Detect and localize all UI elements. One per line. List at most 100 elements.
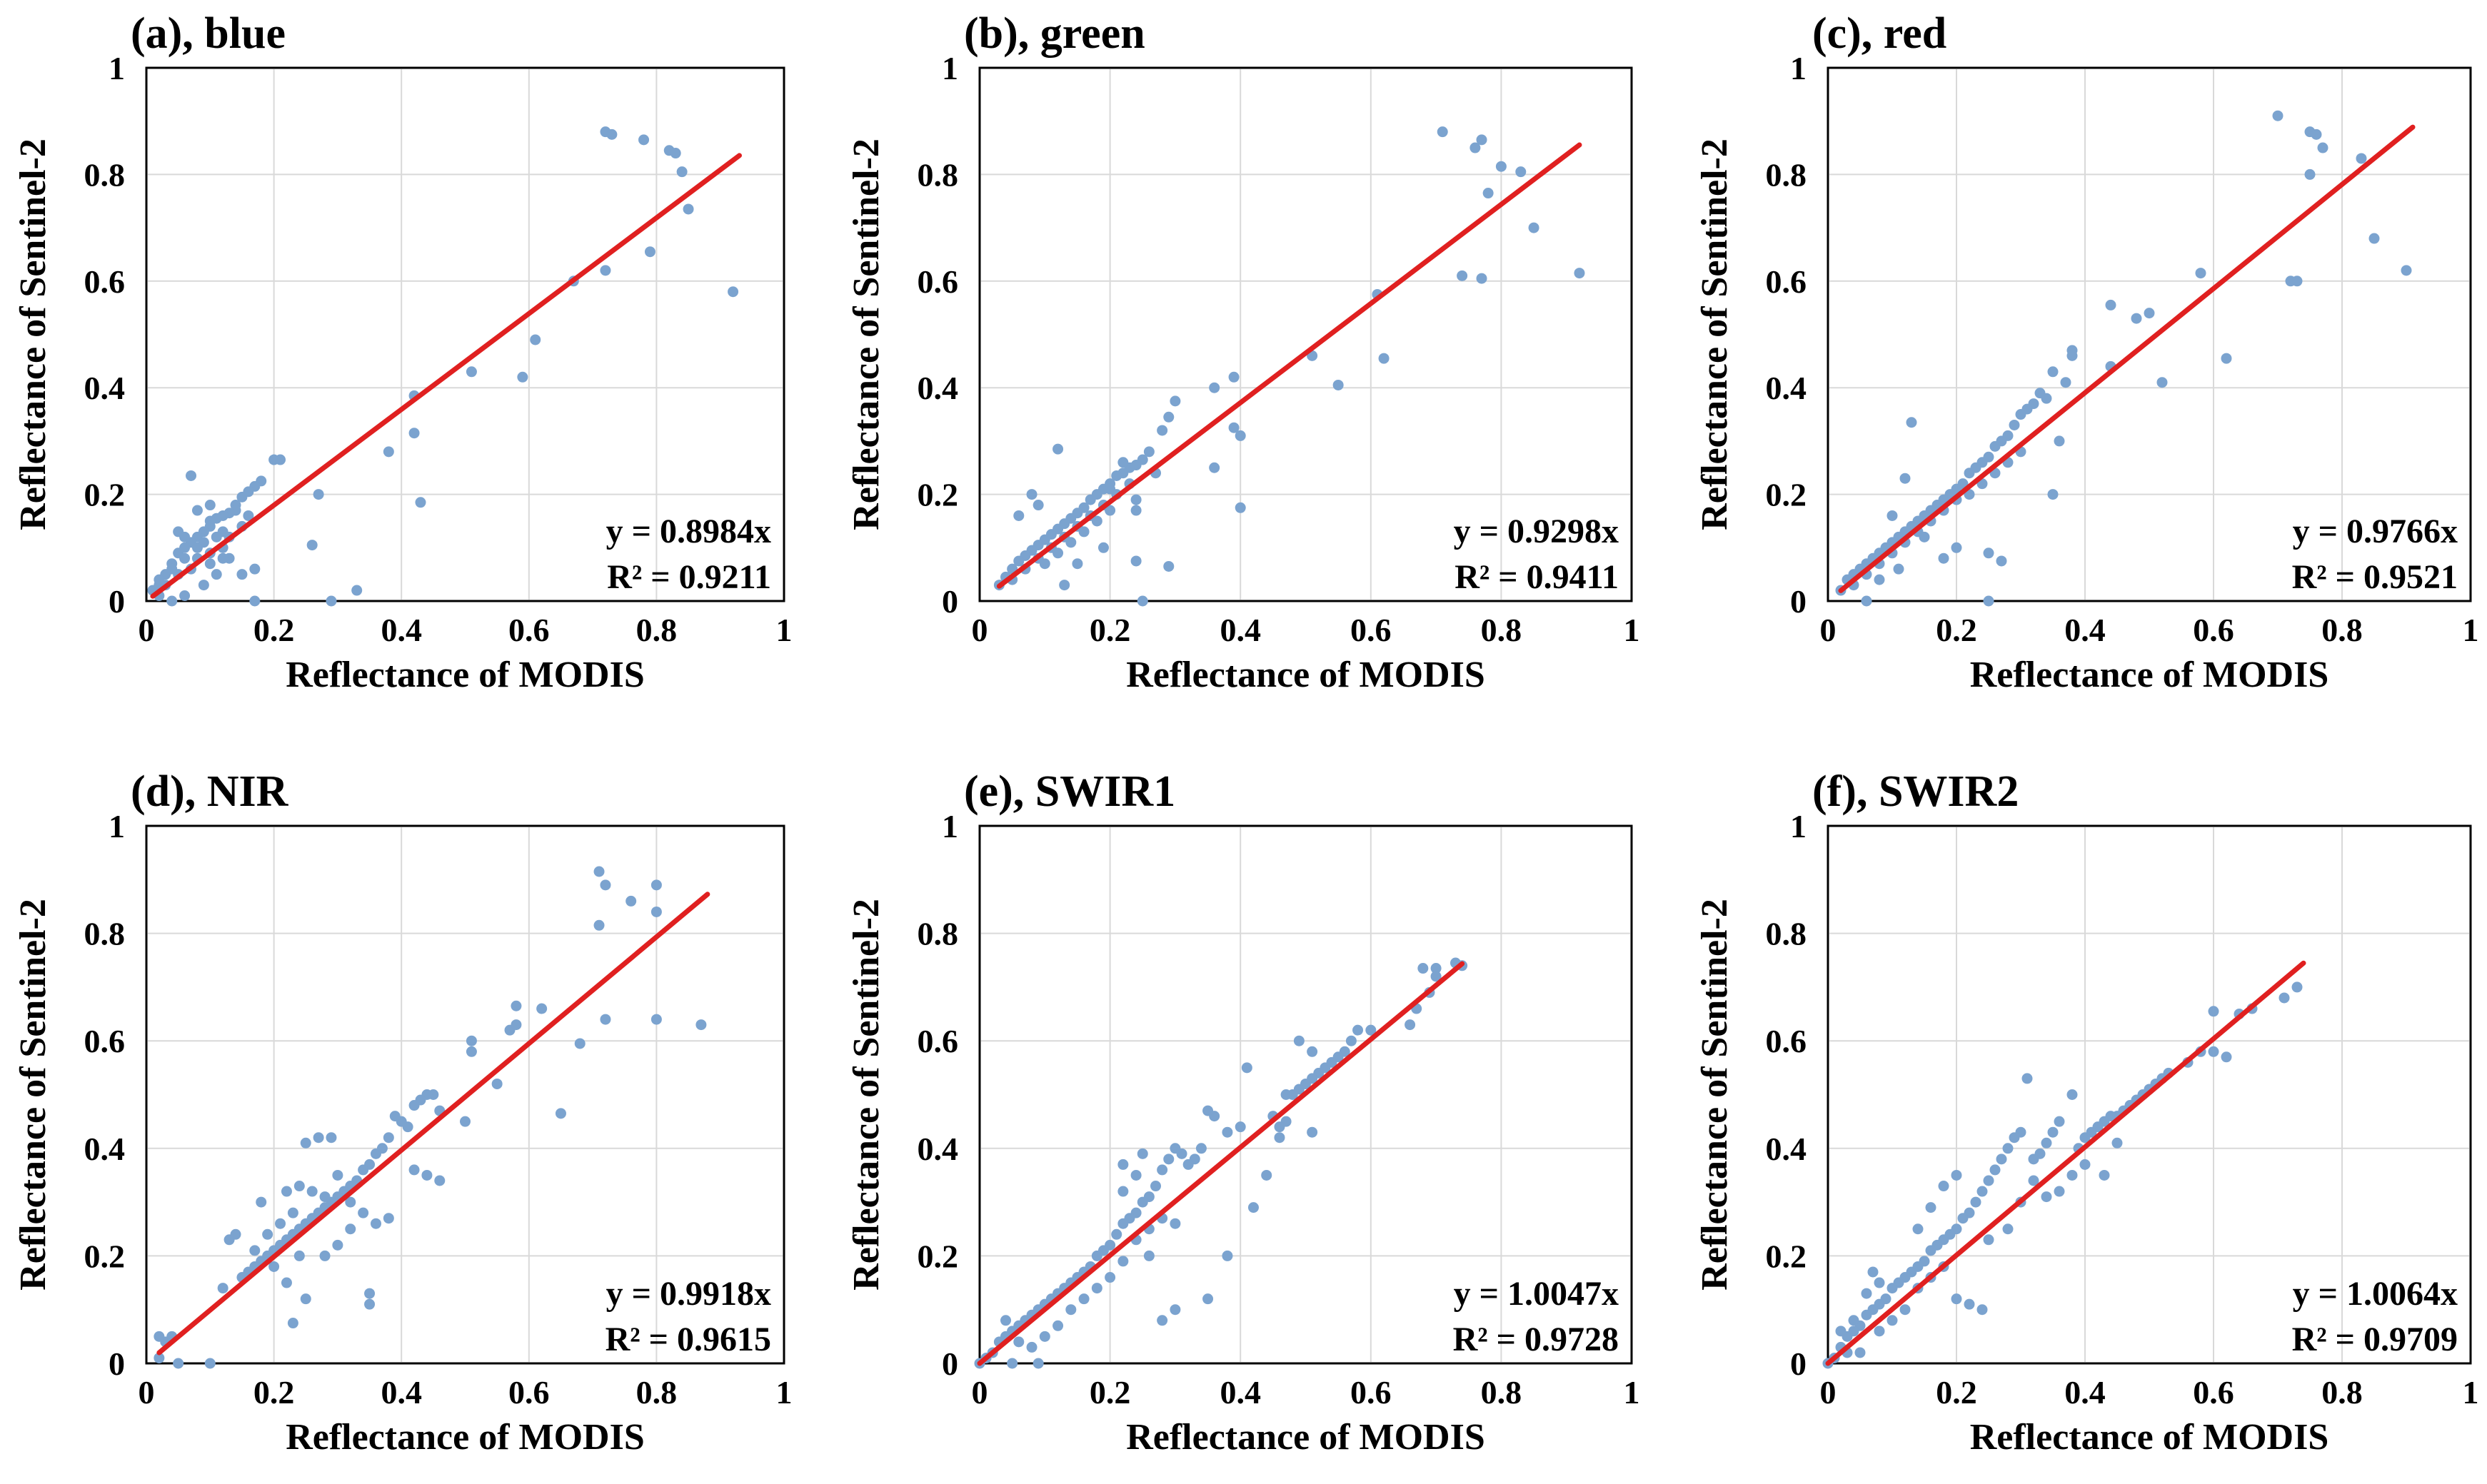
data-point [650,906,662,917]
data-point [1130,555,1142,567]
x-tick-label: 0.8 [636,1374,678,1410]
data-point [1867,1266,1879,1278]
data-point [364,1288,376,1299]
data-point [1951,1293,1962,1305]
data-point [332,1169,343,1181]
data-point [236,569,248,580]
y-tick-label: 0.2 [918,1238,959,1274]
y-tick-label: 0.4 [1766,370,1807,406]
data-point [332,1239,343,1251]
data-point [1964,468,1975,479]
regression-equation: y = 0.9766x [2293,513,2458,550]
data-point [1052,547,1064,559]
data-point [236,491,248,503]
x-tick-label: 0.8 [636,612,678,648]
data-point [1000,1315,1012,1326]
data-point [1085,494,1096,505]
y-tick-label: 0.6 [918,263,959,300]
data-point [1157,1164,1168,1176]
regression-equation: y = 1.0047x [1454,1275,1619,1313]
x-tick-label: 1 [776,612,793,648]
data-point [1222,1250,1233,1261]
data-point [1861,595,1872,607]
data-point [2041,393,2052,404]
data-point [2041,1191,2052,1203]
data-point [300,1293,311,1305]
trend-line [996,142,1582,589]
trend-line [1825,960,2306,1366]
data-point [1195,1143,1207,1154]
data-point [1482,188,1494,199]
data-point [1143,1250,1155,1261]
y-tick-label: 0.2 [1766,477,1807,513]
trend-line [1838,124,2416,593]
x-tick-label: 0.2 [1090,1374,1131,1410]
data-point [1105,1272,1116,1283]
data-point [1938,1181,1949,1192]
data-point [1222,1126,1233,1138]
data-point [1989,1164,2001,1176]
x-tick-label: 0 [972,1374,988,1410]
data-point [1964,1298,1975,1310]
data-point [313,489,324,500]
y-axis-label: Reflectance of Sentinel-2 [1694,899,1735,1291]
data-point [1007,1358,1018,1369]
data-point [670,148,681,159]
data-point [415,497,426,508]
data-point [1026,1341,1037,1353]
data-point [1241,1062,1252,1074]
data-point [600,1014,611,1025]
data-point [2156,377,2168,388]
trend-line [156,892,710,1356]
data-point [275,454,286,465]
data-point [466,366,477,378]
data-point [1378,353,1390,364]
data-point [1170,395,1181,407]
data-point [2304,168,2316,180]
data-point [2099,1169,2110,1181]
y-tick-label: 1 [1790,50,1807,86]
data-point [1528,222,1539,233]
data-point [2311,128,2322,140]
data-point [1202,1293,1214,1305]
x-axis-label: Reflectance of MODIS [1126,655,1485,695]
panel-title: (e), SWIR1 [964,767,1175,816]
data-point [2028,1154,2039,1165]
data-point [1261,1169,1272,1181]
x-tick-label: 0 [139,1374,155,1410]
data-point [650,1014,662,1025]
data-point [179,531,191,542]
data-point [1013,510,1025,521]
data-point [211,569,222,580]
regression-equation: y = 0.9298x [1454,513,1619,550]
x-axis-label: Reflectance of MODIS [1970,1417,2329,1458]
data-point [370,1148,381,1159]
data-point [383,1213,394,1224]
data-point [600,265,611,276]
data-point [491,1078,503,1089]
data-point [1117,1159,1129,1170]
x-tick-label: 0.4 [1220,612,1261,648]
data-point [2272,110,2283,121]
data-point [1332,379,1344,390]
y-tick-label: 0.4 [918,370,959,406]
data-point [1307,1126,1318,1138]
data-point [408,428,420,439]
regression-equation: y = 0.8984x [606,513,771,550]
data-point [306,1186,318,1197]
data-point [434,1175,446,1186]
data-point [1476,134,1487,146]
data-point [1574,268,1585,279]
data-point [1861,1309,1872,1321]
data-point [351,585,363,596]
x-tick-label: 0.4 [381,1374,422,1410]
data-point [593,866,605,877]
data-point [1293,1035,1305,1046]
data-point [460,1116,471,1127]
y-tick-label: 0.4 [1766,1131,1807,1167]
data-point [1163,411,1175,423]
data-point [1182,1159,1194,1170]
data-point [695,1019,707,1031]
data-point [1097,542,1109,553]
